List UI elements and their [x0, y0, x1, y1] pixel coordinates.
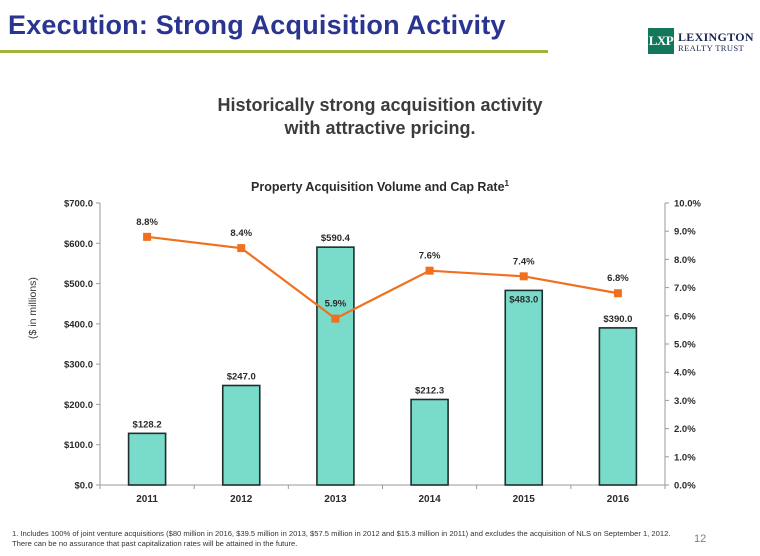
y-tick-label: $700.0: [64, 199, 93, 210]
y2-tick-label: 9.0%: [674, 227, 696, 238]
cap-rate-data-label: 7.6%: [419, 251, 441, 262]
cap-rate-marker: [425, 266, 434, 275]
y2-tick-label: 7.0%: [674, 283, 696, 294]
bar-data-label: $483.0: [509, 294, 538, 305]
y2-tick-label: 4.0%: [674, 368, 696, 379]
bar: [316, 246, 355, 486]
slide-title: Execution: Strong Acquisition Activity: [8, 10, 506, 40]
logo-name: LEXINGTON: [678, 30, 754, 44]
y2-tick-label: 1.0%: [674, 452, 696, 463]
logo-mark: LXP: [648, 28, 674, 54]
chart-title: Property Acquisition Volume and Cap Rate…: [0, 179, 760, 194]
cap-rate-line: [146, 235, 619, 320]
y2-tick-label: 2.0%: [674, 424, 696, 435]
cap-rate-marker: [237, 244, 246, 253]
cap-rate-data-label: 8.8%: [136, 217, 158, 228]
bar: [410, 398, 449, 486]
x-tick-label: 2013: [324, 494, 347, 505]
cap-rate-data-label: 8.4%: [230, 228, 252, 239]
bar-data-label: $247.0: [227, 371, 256, 382]
y2-tick-label: 5.0%: [674, 340, 696, 351]
bar-data-label: $212.3: [415, 385, 444, 396]
y2-tick-label: 8.0%: [674, 255, 696, 266]
x-tick-label: 2016: [607, 494, 630, 505]
headline-line-1: Historically strong acquisition activity: [217, 95, 543, 115]
bar: [504, 289, 544, 486]
bar-data-label: $590.4: [321, 233, 351, 244]
x-tick-label: 2011: [136, 494, 158, 505]
headline-line-2: with attractive pricing.: [284, 118, 476, 138]
footnote: 1. Includes 100% of joint venture acquis…: [12, 529, 671, 548]
y2-tick-label: 0.0%: [674, 481, 696, 492]
acquisition-chart: $0.0 $100.0 $200.0 $300.0 $400.0 $500.0 $600.0…: [27, 199, 701, 506]
y2-tick-label: 6.0%: [674, 311, 696, 322]
y2-tick-label: 10.0%: [674, 199, 701, 210]
y-axis-label: ($ in millions): [27, 277, 39, 339]
y-tick-label: $600.0: [64, 239, 93, 250]
bar: [127, 432, 167, 486]
bar-data-label: $390.0: [603, 314, 632, 325]
x-tick-label: 2012: [230, 494, 253, 505]
cap-rate-data-label: 6.8%: [607, 273, 629, 284]
bar: [221, 384, 261, 486]
title-underline: [0, 50, 548, 53]
x-tick-label: 2015: [513, 494, 536, 505]
y-tick-label: $300.0: [64, 360, 93, 371]
bar-data-label: $128.2: [133, 419, 162, 430]
y-tick-label: $100.0: [64, 440, 93, 451]
x-tick-label: 2014: [418, 494, 441, 505]
cap-rate-marker: [613, 289, 622, 298]
cap-rate-data-label: 7.4%: [513, 256, 535, 267]
y2-tick-label: 3.0%: [674, 396, 696, 407]
y-tick-label: $0.0: [75, 481, 94, 492]
bar: [598, 327, 638, 486]
cap-rate-data-label: 5.9%: [325, 299, 347, 310]
headline: Historically strong acquisition activity…: [0, 94, 760, 140]
cap-rate-marker: [519, 272, 528, 281]
company-logo: LXP LEXINGTON REALTY TRUST: [648, 28, 758, 58]
logo-subtitle: REALTY TRUST: [678, 43, 745, 53]
y-tick-label: $200.0: [64, 400, 93, 411]
cap-rate-marker: [143, 232, 152, 241]
chart-title-text: Property Acquisition Volume and Cap Rate: [251, 180, 505, 195]
cap-rate-marker: [331, 314, 340, 323]
y-tick-label: $500.0: [64, 279, 93, 290]
y-tick-label: $400.0: [64, 319, 93, 330]
chart-title-footnote-mark: 1: [504, 179, 509, 188]
page-number: 12: [694, 533, 707, 545]
